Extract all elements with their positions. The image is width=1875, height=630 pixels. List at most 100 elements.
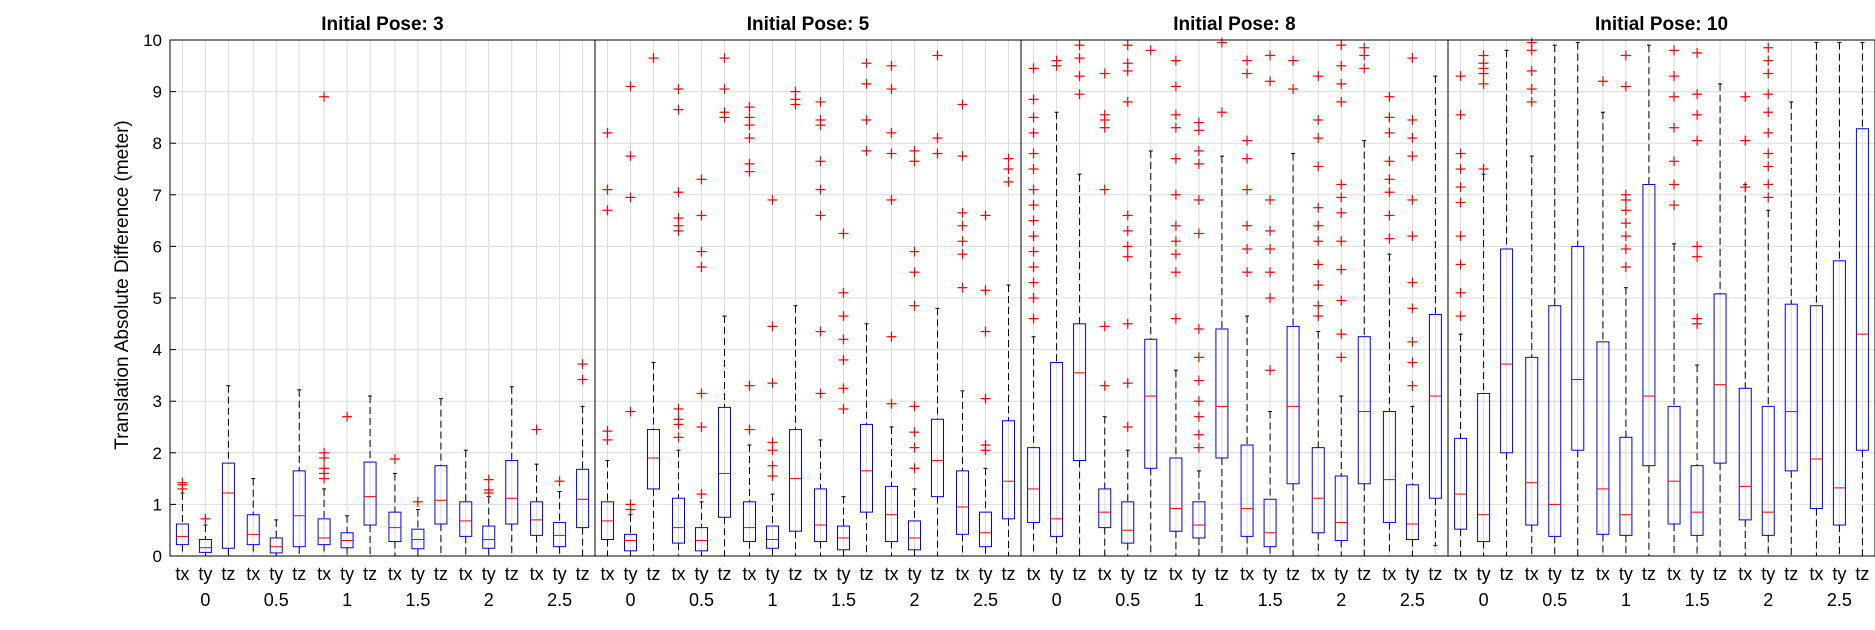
component-label: ty bbox=[1121, 564, 1135, 584]
outlier-marker bbox=[744, 102, 755, 113]
component-label: ty bbox=[978, 564, 992, 584]
outlier-marker bbox=[957, 236, 968, 247]
y-tick-label: 10 bbox=[143, 31, 162, 50]
box-iqr bbox=[1263, 498, 1277, 548]
outlier-marker bbox=[1336, 179, 1347, 190]
outlier-marker bbox=[1193, 145, 1204, 156]
outlier-marker bbox=[1526, 96, 1537, 107]
outlier-marker bbox=[1336, 207, 1347, 218]
box-iqr bbox=[1832, 260, 1846, 526]
component-label: tx bbox=[1169, 564, 1183, 584]
component-label: ty bbox=[482, 564, 496, 584]
outlier-marker bbox=[1455, 259, 1466, 270]
panel-title: Initial Pose: 3 bbox=[321, 14, 443, 35]
outlier-marker bbox=[1336, 96, 1347, 107]
outlier-marker bbox=[1692, 313, 1703, 324]
outlier-marker bbox=[1620, 189, 1631, 200]
outlier-marker bbox=[1669, 91, 1680, 102]
outlier-marker bbox=[1313, 280, 1324, 291]
component-label: ty bbox=[1832, 564, 1846, 584]
outlier-marker bbox=[602, 426, 613, 437]
outlier-marker bbox=[1336, 78, 1347, 89]
outlier-marker bbox=[1620, 262, 1631, 273]
component-label: tx bbox=[388, 564, 402, 584]
box-iqr bbox=[1596, 341, 1610, 535]
box-iqr bbox=[956, 470, 969, 535]
outlier-marker bbox=[1242, 220, 1253, 231]
outlier-marker bbox=[1028, 277, 1039, 288]
box-iqr bbox=[1619, 436, 1633, 536]
outlier-marker bbox=[1193, 228, 1204, 239]
outlier-marker bbox=[1028, 127, 1039, 138]
outlier-marker bbox=[909, 300, 920, 311]
outlier-marker bbox=[1122, 58, 1133, 69]
outlier-marker bbox=[625, 192, 636, 203]
outlier-marker bbox=[625, 406, 636, 417]
outlier-marker bbox=[790, 86, 801, 97]
outlier-marker bbox=[1313, 161, 1324, 172]
outlier-marker bbox=[1740, 182, 1751, 193]
component-label: tz bbox=[1286, 564, 1300, 584]
outlier-marker bbox=[1193, 158, 1204, 169]
outlier-marker bbox=[319, 447, 330, 458]
outlier-marker bbox=[957, 249, 968, 260]
outlier-marker bbox=[1620, 231, 1631, 242]
component-label: tz bbox=[1571, 564, 1585, 584]
outlier-marker bbox=[1170, 122, 1181, 133]
box-iqr bbox=[246, 514, 260, 546]
outlier-marker bbox=[1145, 45, 1156, 56]
outlier-marker bbox=[673, 213, 684, 224]
outlier-marker bbox=[1526, 65, 1537, 76]
component-label: tx bbox=[742, 564, 756, 584]
outlier-marker bbox=[1313, 300, 1324, 311]
outlier-marker bbox=[1122, 318, 1133, 329]
box-iqr bbox=[789, 429, 802, 532]
outlier-marker bbox=[1051, 55, 1062, 66]
outlier-marker bbox=[1193, 442, 1204, 453]
outlier-marker bbox=[1170, 153, 1181, 164]
outlier-marker bbox=[1763, 68, 1774, 79]
component-label: tx bbox=[884, 564, 898, 584]
outlier-marker bbox=[673, 432, 684, 443]
outlier-marker bbox=[744, 424, 755, 435]
outlier-marker bbox=[1003, 164, 1014, 174]
outlier-marker bbox=[1740, 91, 1751, 102]
component-label: ty bbox=[340, 564, 354, 584]
outlier-marker bbox=[1313, 311, 1324, 322]
box-iqr bbox=[718, 406, 731, 518]
outlier-marker bbox=[1028, 112, 1039, 123]
outlier-marker bbox=[1384, 174, 1395, 185]
box-iqr bbox=[1098, 488, 1112, 529]
box-iqr bbox=[482, 525, 496, 549]
component-label: ty bbox=[198, 564, 212, 584]
component-label: tx bbox=[1240, 564, 1254, 584]
box-iqr bbox=[1761, 405, 1775, 536]
outlier-marker bbox=[1407, 303, 1418, 314]
box-iqr bbox=[695, 527, 708, 552]
outlier-marker bbox=[1313, 71, 1324, 82]
component-label: ty bbox=[694, 564, 708, 584]
box-iqr bbox=[1144, 338, 1158, 469]
outlier-marker bbox=[577, 359, 588, 370]
group-label: 0 bbox=[625, 590, 635, 610]
outlier-marker bbox=[1265, 76, 1276, 87]
outlier-marker bbox=[838, 311, 849, 322]
y-tick-label: 2 bbox=[153, 444, 162, 463]
outlier-marker bbox=[719, 84, 730, 95]
outlier-marker bbox=[1336, 192, 1347, 203]
outlier-marker bbox=[1074, 89, 1085, 100]
box-iqr bbox=[530, 501, 544, 536]
box-iqr bbox=[1334, 475, 1348, 542]
outlier-marker bbox=[1122, 422, 1133, 432]
outlier-marker bbox=[1242, 68, 1253, 79]
component-label: tz bbox=[1713, 564, 1727, 584]
outlier-marker bbox=[1336, 60, 1347, 71]
outlier-marker bbox=[980, 393, 991, 404]
box-iqr bbox=[885, 485, 898, 543]
box-iqr bbox=[1477, 392, 1491, 543]
box-iqr bbox=[647, 429, 660, 490]
outlier-marker bbox=[838, 354, 849, 365]
group-label: 1 bbox=[342, 590, 352, 610]
outlier-marker bbox=[1193, 194, 1204, 205]
outlier-marker bbox=[1597, 76, 1608, 87]
